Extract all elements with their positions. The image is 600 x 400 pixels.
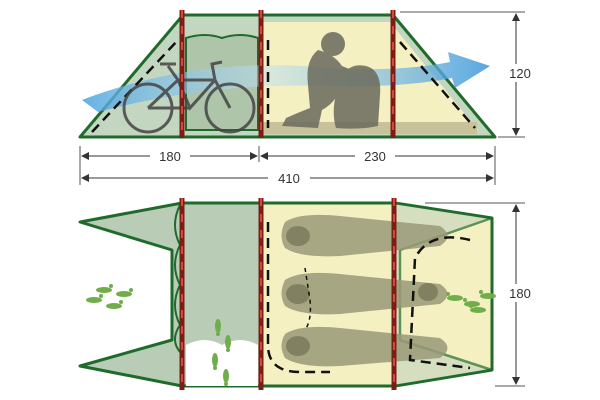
footprints-icon xyxy=(212,319,231,386)
head-icon xyxy=(418,283,438,301)
inner-length-label: 230 xyxy=(364,149,386,164)
person-with-backpack-icon xyxy=(282,32,381,129)
side-view: 120 xyxy=(78,10,538,139)
airflow-arrow-icon xyxy=(82,52,490,112)
top-dashed-path-right xyxy=(408,236,471,370)
head-icon xyxy=(286,226,310,246)
footprints-icon xyxy=(446,290,496,313)
height-label: 120 xyxy=(509,66,531,81)
footprints-icon xyxy=(86,284,133,309)
top-poles xyxy=(179,198,397,390)
top-dashed-path-center xyxy=(304,267,312,331)
head-icon xyxy=(286,336,310,356)
bicycle-icon xyxy=(122,60,256,134)
top-dashed-path-left xyxy=(266,222,330,374)
width-label: 180 xyxy=(509,286,531,301)
vestibule-length-label: 180 xyxy=(159,149,181,164)
head-icon xyxy=(286,284,310,304)
side-dashed-left xyxy=(91,39,179,133)
side-poles xyxy=(179,10,396,138)
sleeping-bag-icon xyxy=(281,214,448,367)
top-view: 180 xyxy=(78,198,538,390)
top-door-opening xyxy=(186,340,258,386)
total-length-label: 410 xyxy=(278,171,300,186)
side-dashed-right xyxy=(399,41,476,129)
length-dimensions: 180 230 410 xyxy=(79,146,496,186)
